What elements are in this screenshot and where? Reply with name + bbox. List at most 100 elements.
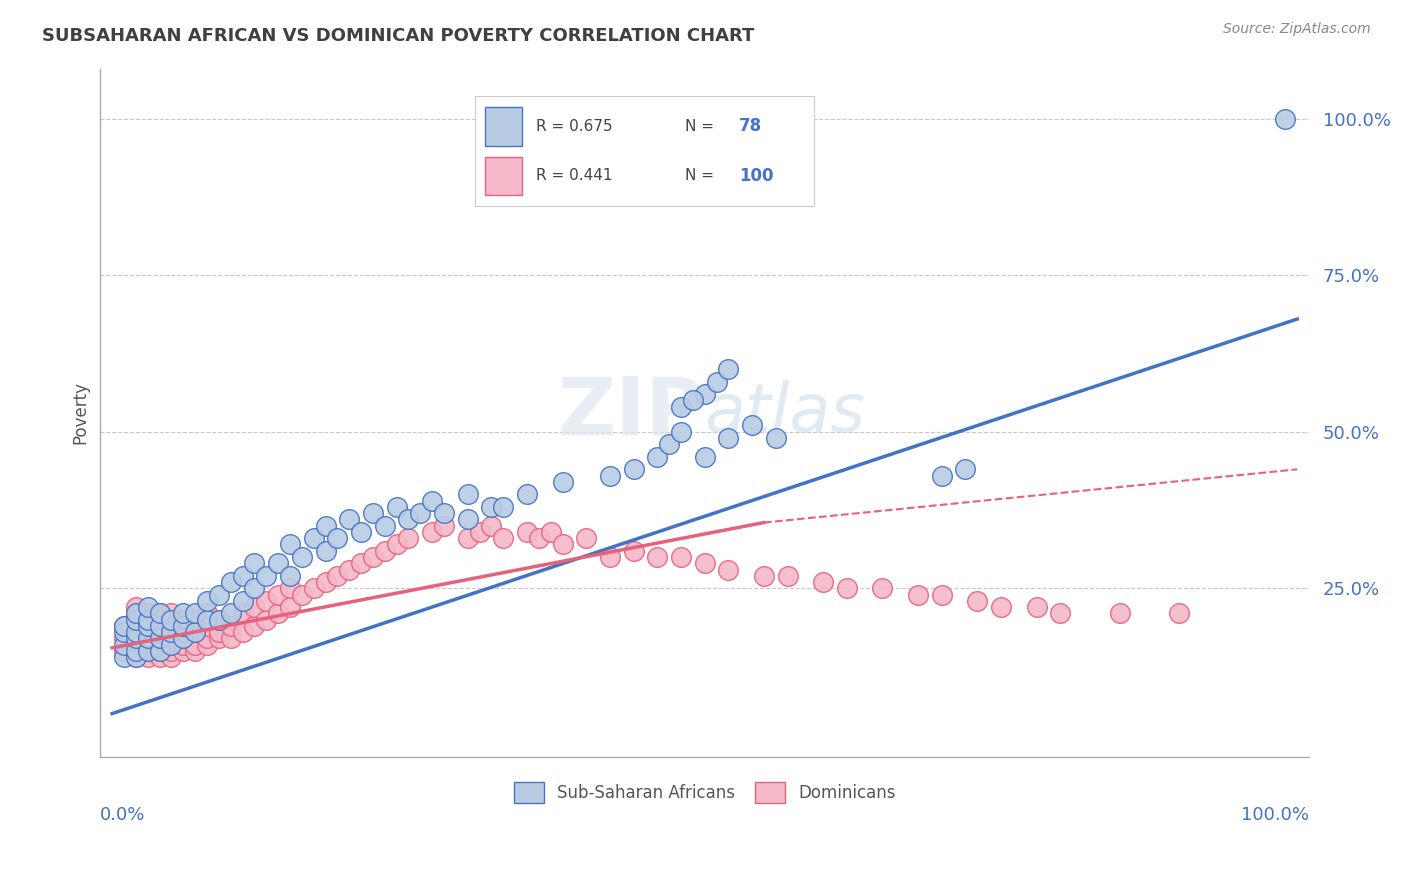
Point (125, 650, 148, 665)
Point (232, 594, 254, 608)
Point (112, 625, 135, 640)
Point (125, 613, 148, 627)
Point (125, 625, 148, 640)
Point (125, 607, 148, 621)
Point (693, 450, 716, 464)
Point (990, 600, 1012, 615)
Point (776, 569, 799, 583)
Point (350, 556, 373, 570)
Point (136, 613, 159, 627)
Point (302, 582, 325, 596)
Point (599, 549, 621, 564)
Point (136, 600, 159, 615)
Point (208, 588, 231, 602)
Point (1274, 112, 1296, 126)
Point (112, 619, 135, 633)
Point (232, 625, 254, 640)
Point (160, 650, 183, 665)
Point (136, 632, 159, 646)
Point (433, 518, 456, 533)
Point (254, 594, 277, 608)
Point (398, 512, 420, 526)
Point (136, 625, 159, 640)
Point (457, 531, 479, 545)
Point (385, 537, 408, 551)
Point (149, 644, 172, 658)
Point (136, 638, 159, 652)
Point (195, 594, 218, 608)
Point (361, 549, 384, 564)
Point (149, 619, 172, 633)
Point (527, 531, 550, 545)
Point (195, 613, 218, 627)
Point (278, 600, 301, 615)
Point (184, 625, 207, 640)
Point (481, 500, 503, 514)
Point (149, 638, 172, 652)
Point (136, 650, 159, 665)
Point (208, 632, 231, 646)
Point (398, 531, 420, 545)
Point (149, 607, 172, 621)
Point (149, 644, 172, 658)
Y-axis label: Poverty: Poverty (72, 382, 89, 444)
Point (551, 475, 574, 489)
Point (208, 613, 231, 627)
Point (172, 619, 194, 633)
Point (658, 437, 681, 451)
Point (599, 468, 621, 483)
Point (160, 607, 183, 621)
Point (385, 500, 408, 514)
Point (693, 556, 716, 570)
Point (172, 632, 194, 646)
Point (219, 632, 242, 646)
Point (374, 543, 396, 558)
Point (149, 607, 172, 621)
Point (457, 487, 479, 501)
Point (1049, 607, 1071, 621)
Point (278, 582, 301, 596)
Point (172, 632, 194, 646)
Legend: Sub-Saharan Africans, Dominicans: Sub-Saharan Africans, Dominicans (505, 774, 904, 811)
Point (136, 613, 159, 627)
Point (540, 524, 562, 539)
Point (361, 506, 384, 520)
Point (433, 506, 456, 520)
Point (243, 582, 266, 596)
Point (717, 562, 740, 576)
Point (172, 613, 194, 627)
Point (125, 625, 148, 640)
Point (516, 524, 538, 539)
Point (125, 644, 148, 658)
Point (693, 387, 716, 401)
Point (136, 619, 159, 633)
Point (112, 619, 135, 633)
Point (374, 518, 396, 533)
Point (125, 613, 148, 627)
Point (219, 575, 242, 590)
Point (931, 588, 953, 602)
Point (254, 613, 277, 627)
Point (112, 632, 135, 646)
Point (741, 418, 763, 433)
Point (931, 468, 953, 483)
Point (907, 588, 929, 602)
Point (551, 537, 574, 551)
Point (149, 632, 172, 646)
Point (955, 462, 977, 476)
Point (409, 506, 432, 520)
Point (172, 638, 194, 652)
Point (516, 487, 538, 501)
Point (337, 512, 360, 526)
Point (184, 644, 207, 658)
Point (350, 524, 373, 539)
Point (752, 569, 775, 583)
Point (125, 632, 148, 646)
Point (315, 518, 337, 533)
Point (966, 594, 988, 608)
Point (291, 549, 314, 564)
Point (1167, 607, 1189, 621)
Point (647, 549, 669, 564)
Point (195, 619, 218, 633)
Point (160, 644, 183, 658)
